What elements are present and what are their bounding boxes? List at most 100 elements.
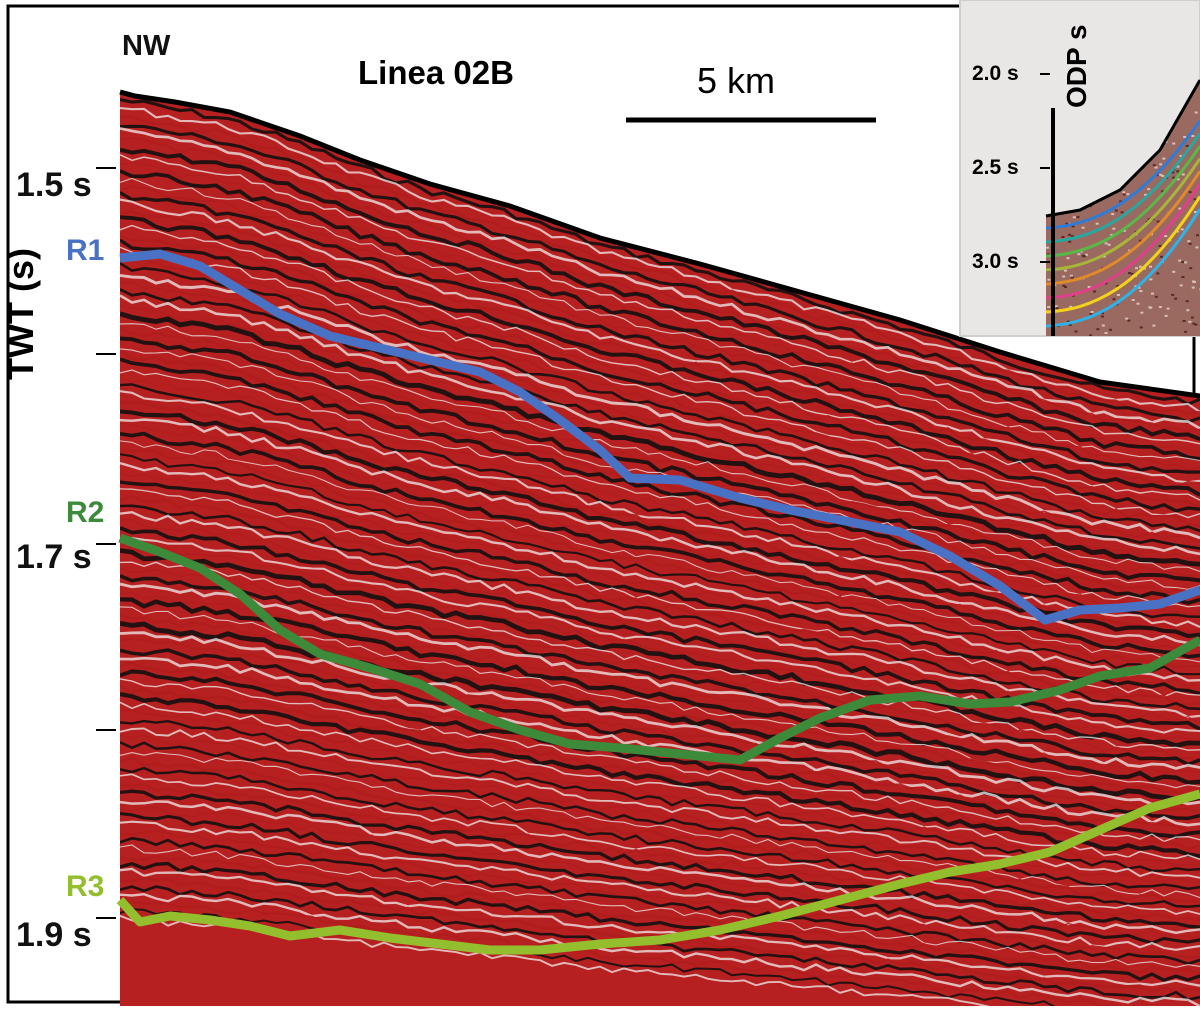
inset-speckle [1153, 164, 1156, 166]
inset-speckle [1195, 112, 1198, 114]
inset-speckle [1174, 298, 1177, 300]
inset-speckle [1115, 210, 1118, 212]
inset-speckle [1139, 290, 1142, 292]
inset-speckle [1189, 191, 1192, 193]
inset-speckle [1071, 277, 1074, 279]
inset-tick-label-1: 2.0 s [972, 62, 1019, 86]
inset-speckle [1082, 227, 1085, 229]
inset-speckle [1192, 287, 1195, 289]
inset-speckle [1184, 331, 1187, 333]
inset-speckle [1140, 312, 1143, 314]
inset-speckle [1047, 306, 1050, 308]
inset-speckle [1180, 284, 1183, 286]
inset-speckle [1091, 311, 1094, 313]
reflector-r3-label: R3 [66, 870, 104, 904]
inset-tick-label-2: 2.5 s [972, 156, 1019, 180]
inset-speckle [1126, 193, 1129, 195]
y-axis-title: TWT (s) [0, 248, 42, 380]
inset-tick-label-3: 3.0 s [972, 250, 1019, 274]
inset-speckle [1189, 243, 1192, 245]
inset-speckle [1176, 170, 1179, 172]
inset-speckle [1192, 281, 1195, 283]
inset-speckle [1125, 318, 1128, 320]
inset-speckle [1167, 308, 1170, 310]
inset-speckle [1096, 223, 1099, 225]
inset-speckle [1155, 296, 1158, 298]
inset-speckle [1159, 174, 1162, 176]
inset-speckle [1055, 305, 1058, 307]
inset-speckle [1140, 326, 1143, 328]
inset-speckle [1096, 328, 1099, 330]
inset-speckle [1062, 276, 1065, 278]
inset-speckle [1122, 191, 1125, 193]
reflector-r2-label: R2 [66, 496, 104, 530]
inset-speckle [1181, 228, 1184, 230]
inset-speckle [1159, 163, 1162, 165]
scale-bar-label: 5 km [697, 60, 775, 102]
inset-speckle [1172, 271, 1175, 273]
inset-speckle [1162, 158, 1165, 160]
inset-speckle [1172, 143, 1175, 145]
inset-speckle [1056, 307, 1059, 309]
inset-speckle [1195, 246, 1198, 248]
inset-speckle [1159, 245, 1162, 247]
inset-speckle [1073, 216, 1076, 218]
inset-speckle [1047, 279, 1050, 281]
inset-speckle [1156, 272, 1159, 274]
y-tick-label-3: 1.9 s [16, 916, 92, 955]
inset-speckle [1148, 306, 1151, 308]
inset-speckle [1171, 294, 1174, 296]
inset-speckle [1082, 255, 1085, 257]
inset-speckle [1132, 299, 1135, 301]
direction-label: NW [122, 30, 170, 63]
inset-speckle [1149, 278, 1152, 280]
inset-speckle [1155, 167, 1158, 169]
y-tick-label-2: 1.7 s [16, 538, 92, 577]
inset-speckle [1186, 300, 1189, 302]
figure-title: Linea 02B [358, 54, 514, 92]
inset-speckle [1068, 241, 1071, 243]
inset-speckle [1149, 266, 1152, 268]
inset-speckle [1182, 174, 1185, 176]
inset-speckle [1101, 316, 1104, 318]
inset-speckle [1181, 261, 1184, 263]
inset-speckle [1189, 267, 1192, 269]
inset-speckle [1164, 235, 1167, 237]
inset-speckle [1184, 261, 1187, 263]
inset-speckle [1183, 136, 1186, 138]
inset-speckle [1111, 213, 1114, 215]
inset-speckle [1108, 244, 1111, 246]
inset-speckle [1137, 303, 1140, 305]
inset-speckle [1196, 234, 1199, 236]
inset-speckle [1160, 256, 1163, 258]
inset-speckle [1109, 329, 1112, 331]
inset-speckle [1117, 294, 1120, 296]
inset-speckle [1061, 236, 1064, 238]
inset-speckle [1128, 272, 1131, 274]
inset-speckle [1191, 317, 1194, 319]
inset-speckle [1192, 323, 1195, 325]
y-axis-ticks [96, 168, 116, 918]
y-tick-label-1: 1.5 s [16, 166, 92, 205]
inset-speckle [1182, 276, 1185, 278]
inset-speckle [1105, 332, 1108, 334]
inset-speckle [1157, 221, 1160, 223]
inset-speckle [1123, 193, 1126, 195]
inset-speckle [1046, 247, 1049, 249]
inset-speckle [1139, 266, 1142, 268]
inset-speckle [1113, 298, 1116, 300]
inset-speckle [1135, 267, 1138, 269]
inset-speckle [1152, 325, 1155, 327]
reflector-r1-label: R1 [66, 234, 104, 268]
inset-speckle [1159, 306, 1162, 308]
inset-speckle [1077, 216, 1080, 218]
inset-speckle [1165, 315, 1168, 317]
inset-speckle [1077, 253, 1080, 255]
inset-speckle [1188, 321, 1191, 323]
inset-speckle [1105, 242, 1108, 244]
inset-speckle [1064, 286, 1067, 288]
inset-speckle [1178, 260, 1181, 262]
inset-speckle [1183, 320, 1186, 322]
inset-speckle [1121, 211, 1124, 213]
